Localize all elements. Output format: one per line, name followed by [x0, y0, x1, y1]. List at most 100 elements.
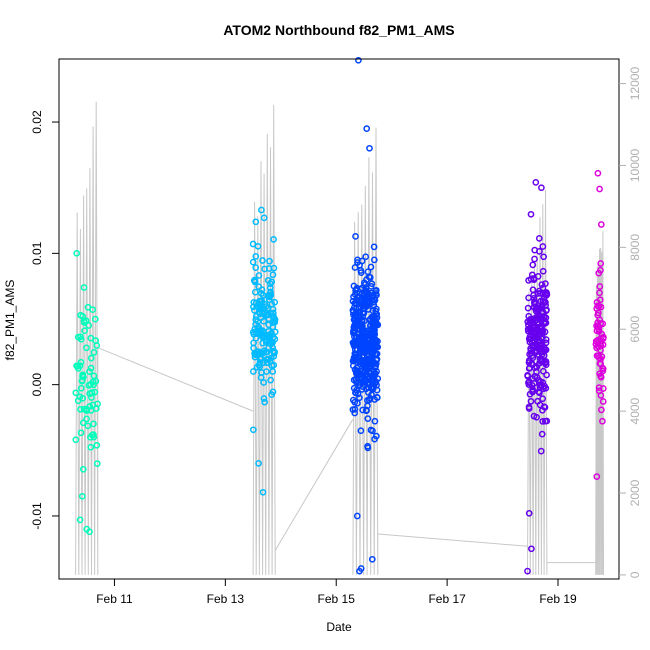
data-point	[524, 567, 531, 575]
data-point	[249, 426, 257, 434]
data-point	[531, 298, 538, 305]
data-point	[370, 368, 378, 375]
data-point	[528, 271, 536, 279]
data-point	[270, 333, 277, 341]
data-point	[87, 443, 95, 451]
data-point	[597, 373, 605, 381]
data-point	[530, 322, 538, 329]
data-point	[257, 374, 265, 381]
data-point	[355, 56, 362, 64]
data-point	[77, 311, 84, 319]
data-point	[351, 353, 359, 361]
data-point	[371, 435, 378, 443]
y-axis: -0.01 0.00 0.01 0.02	[30, 110, 59, 530]
data-point	[542, 336, 550, 343]
data-point	[541, 318, 548, 326]
right-tick-label: 8000	[628, 234, 642, 261]
data-point	[84, 303, 92, 311]
data-point	[266, 257, 273, 265]
data-point	[542, 314, 550, 322]
data-point	[527, 397, 535, 405]
data-point	[355, 293, 362, 300]
data-point	[249, 368, 257, 375]
data-point	[527, 210, 535, 218]
data-point	[532, 331, 539, 339]
data-point	[356, 394, 363, 402]
data-point	[594, 169, 602, 177]
data-point	[355, 300, 363, 307]
data-point	[596, 185, 603, 193]
data-point	[364, 389, 372, 396]
data-point	[251, 288, 259, 296]
data-point	[533, 413, 540, 421]
right-axis: 0 2000 4000 6000 8000 10000 12000	[619, 67, 642, 578]
data-point	[352, 324, 359, 331]
data-point	[531, 373, 539, 380]
data-point	[539, 267, 547, 275]
data-point	[264, 276, 272, 284]
data-point	[269, 271, 277, 279]
data-point	[593, 322, 600, 330]
data-point	[90, 349, 98, 356]
data-point	[260, 347, 268, 355]
data-point	[538, 184, 545, 192]
data-point	[370, 243, 378, 251]
data-point	[530, 380, 538, 387]
data-point	[79, 371, 87, 379]
data-point	[263, 355, 271, 363]
data-point	[537, 324, 545, 332]
data-point	[265, 265, 273, 272]
data-point	[526, 326, 534, 334]
data-point	[255, 460, 262, 467]
data-point	[86, 390, 94, 397]
altitude-connector	[377, 533, 528, 547]
data-point	[260, 328, 267, 336]
data-point	[360, 349, 368, 356]
data-point	[540, 403, 548, 411]
data-point	[539, 243, 547, 250]
data-point	[538, 281, 546, 288]
chart-title: ATOM2 Northbound f82_PM1_AMS	[223, 22, 454, 38]
right-tick-label: 0	[628, 571, 642, 578]
data-point	[530, 294, 538, 302]
x-tick-label: Feb 17	[428, 592, 466, 606]
data-point	[359, 313, 367, 321]
data-point	[363, 366, 370, 374]
data-point	[255, 361, 263, 369]
data-point	[254, 350, 262, 358]
data-point	[263, 368, 270, 375]
data-point	[597, 335, 605, 342]
data-point	[359, 406, 367, 414]
data-point	[526, 364, 533, 372]
y-tick-label: 0.01	[30, 241, 44, 265]
data-point	[366, 373, 374, 381]
data-point	[252, 218, 260, 226]
data-point	[525, 509, 533, 517]
data-point	[259, 488, 267, 496]
data-point	[364, 268, 372, 276]
altitude-segment	[595, 231, 604, 575]
data-point	[355, 371, 363, 379]
data-point	[540, 294, 548, 302]
data-point	[366, 381, 374, 388]
data-point	[595, 269, 603, 277]
data-point	[362, 253, 370, 261]
data-point	[368, 330, 376, 338]
data-point	[538, 341, 546, 349]
data-point	[78, 492, 86, 500]
y-tick-label: 0.02	[30, 110, 44, 134]
data-point	[83, 525, 91, 533]
data-point	[263, 359, 271, 367]
data-point	[599, 385, 607, 392]
data-point	[350, 340, 357, 348]
data-point	[524, 371, 531, 379]
data-point	[536, 331, 544, 339]
data-point	[249, 240, 257, 248]
data-point	[597, 346, 604, 354]
data-point	[251, 307, 258, 314]
data-point	[541, 298, 548, 306]
data-point	[267, 376, 274, 384]
data-point	[249, 258, 257, 266]
data-point	[541, 417, 549, 425]
right-tick-label: 10000	[628, 148, 642, 182]
